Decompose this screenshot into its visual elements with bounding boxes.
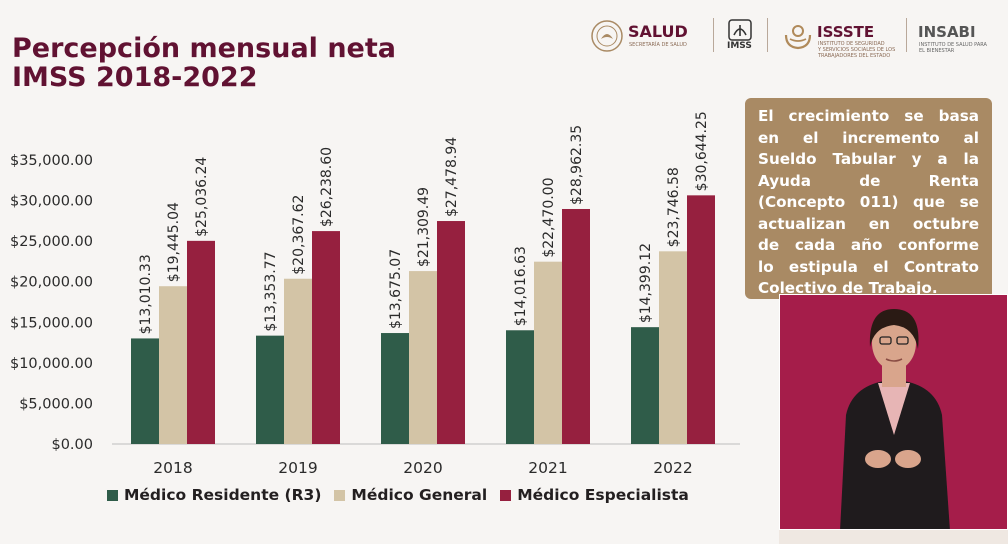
chart-legend: Médico Residente (R3) Médico General Méd… [107,486,702,504]
y-tick-label: $10,000.00 [10,356,93,372]
x-tick-label: 2022 [653,459,692,477]
y-tick-label: $35,000.00 [10,153,93,169]
y-tick-label: $15,000.00 [10,315,93,331]
issste-logo-text: ISSSTE [817,23,875,41]
x-tick-label: 2018 [153,459,192,477]
bar-value-label: $20,367.62 [291,195,307,275]
bars-group [131,195,715,444]
bar-value-label: $14,399.12 [638,243,654,323]
bottom-strip [779,530,1008,544]
slide-subtitle: IMSS 2018-2022 [12,62,258,93]
slide-title: Percepción mensual neta [12,33,396,64]
bar-m-dico-especialista-2020 [437,221,465,444]
issste-hands-icon [784,25,812,50]
logo-divider [713,18,714,52]
bar-value-label: $13,353.77 [263,251,279,331]
bar-value-label: $14,016.63 [513,246,529,326]
info-line: en el incremento al [758,128,979,147]
legend-label-residente: Médico Residente (R3) [124,486,322,504]
salud-logo-text: SALUD [628,22,688,41]
legend-swatch-especialista [500,489,512,501]
bar-m-dico-general-2019 [284,278,312,444]
bar-m-dico-especialista-2019 [312,231,340,444]
legend-item-residente: Médico Residente (R3) [107,486,321,504]
bar-value-label: $13,010.33 [138,254,154,334]
insabi-logo-subtitle-1: INSTITUTO DE SALUD PARA [919,42,987,48]
data-labels-group: $13,010.33 $13,353.77 $13,675.07 $14,016.63… [138,111,710,334]
y-axis: $0.00 $5,000.00 $10,000.00 $15,000.00 $20,00… [10,153,93,453]
info-line: El crecimiento se basa [758,107,979,125]
bar-m-dico-residente-r3-2022 [631,327,659,444]
bar-value-label: $26,238.60 [319,147,335,227]
sign-language-interpreter-video [779,294,1008,530]
bar-m-dico-general-2020 [409,271,437,444]
legend-swatch-residente [107,489,118,501]
info-line: Sueldo Tabular y a la [758,150,979,168]
issste-logo-subtitle-1: INSTITUTO DE SEGURIDAD [818,41,885,47]
info-line: lo estipula el Contrato [758,257,979,276]
bar-m-dico-residente-r3-2020 [381,333,409,444]
info-box: El crecimiento se basa en el incremento … [745,98,992,299]
bar-value-label: $23,746.58 [666,167,682,247]
x-axis: 2018 2019 2020 2021 2022 [153,459,692,477]
bar-value-label: $28,962.35 [569,125,585,205]
bar-m-dico-especialista-2022 [687,195,715,444]
logo-divider [767,18,768,52]
issste-logo-subtitle-2: Y SERVICIOS SOCIALES DE LOS [818,47,896,53]
bar-m-dico-general-2022 [659,251,687,444]
legend-item-especialista: Médico Especialista [500,486,689,504]
bar-value-label: $13,675.07 [388,249,404,329]
bar-m-dico-especialista-2021 [562,208,590,444]
y-tick-label: $25,000.00 [10,234,93,250]
bar-m-dico-residente-r3-2018 [131,338,159,444]
logo-divider [906,18,907,52]
bar-value-label: $27,478.94 [444,137,460,217]
bar-m-dico-residente-r3-2021 [506,330,534,444]
legend-item-general: Médico General [334,486,487,504]
y-tick-label: $30,000.00 [10,194,93,210]
interpreter-figure [840,309,950,529]
x-tick-label: 2021 [528,459,567,477]
bar-m-dico-general-2018 [159,286,187,444]
insabi-logo-subtitle-2: EL BIENESTAR [919,48,955,54]
issste-logo-subtitle-3: TRABAJADORES DEL ESTADO [818,53,891,59]
info-line: (Concepto 011) que se [758,193,979,211]
info-line: actualizan en octubre [758,214,979,233]
salud-logo-subtitle: SECRETARÍA DE SALUD [629,42,687,48]
y-tick-label: $5,000.00 [19,396,93,412]
x-tick-label: 2019 [278,459,317,477]
insabi-logo-text: INSABI [918,23,976,41]
bar-m-dico-especialista-2018 [187,240,215,444]
imss-logo-text: IMSS [727,41,752,51]
bar-value-label: $25,036.24 [194,157,210,237]
bar-value-label: $22,470.00 [541,178,557,258]
bar-value-label: $30,644.25 [694,111,710,191]
imss-eagle-icon [728,19,752,41]
legend-swatch-general [334,489,346,501]
legend-label-general: Médico General [351,486,488,504]
mexico-seal-icon [591,20,623,52]
bar-value-label: $19,445.04 [166,202,182,282]
info-line: Colectivo de Trabajo. [758,279,938,297]
legend-label-especialista: Médico Especialista [517,486,689,504]
info-line: Ayuda de Renta [758,171,979,190]
x-tick-label: 2020 [403,459,442,477]
y-tick-label: $0.00 [51,437,93,453]
bar-m-dico-general-2021 [534,261,562,444]
bar-m-dico-residente-r3-2019 [256,335,284,444]
y-tick-label: $20,000.00 [10,275,93,291]
bar-value-label: $21,309.49 [416,187,432,267]
info-line: de cada año conforme [758,236,979,254]
